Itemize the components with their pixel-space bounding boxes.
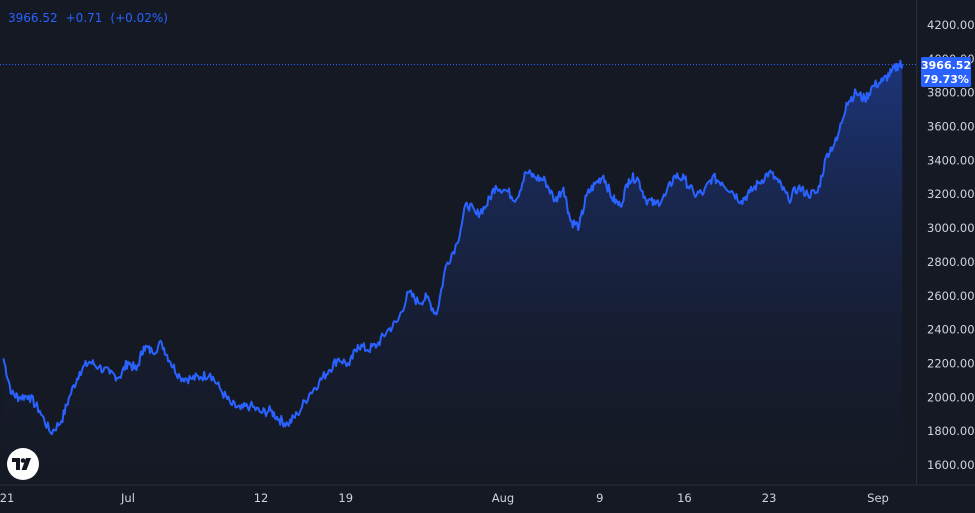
price-tag-value: 3966.52	[921, 59, 972, 72]
series-line-group	[2, 59, 904, 436]
x-tick-label: 16	[677, 491, 692, 505]
y-tick-label: 3400.00	[927, 153, 975, 167]
y-tick-label: 3800.00	[927, 86, 975, 100]
x-tick-label: 9	[596, 491, 603, 505]
y-tick-label: 3000.00	[927, 221, 975, 235]
y-tick-label: 3200.00	[927, 187, 975, 201]
x-tick-label: Aug	[492, 491, 514, 505]
legend-change-pct: (+0.02%)	[110, 11, 168, 25]
x-tick-label: 23	[762, 491, 777, 505]
price-tag-percent: 79.73%	[923, 72, 969, 86]
series-area-fill	[3, 60, 903, 486]
x-tick-label: Sep	[867, 491, 889, 505]
y-tick-label: 3600.00	[927, 120, 975, 134]
y-tick-label: 2000.00	[927, 390, 975, 404]
x-tick-label: 19	[338, 491, 353, 505]
last-price-tag: 3966.52 79.73%	[921, 57, 971, 87]
area-fill-group	[3, 60, 903, 486]
x-tick-label: 21	[0, 491, 14, 505]
price-legend: 3966.52 +0.71 (+0.02%)	[8, 11, 176, 25]
legend-price: 3966.52	[8, 11, 58, 25]
y-tick-label: 1600.00	[927, 458, 975, 472]
y-tick-label: 2600.00	[927, 289, 975, 303]
legend-change: +0.71	[65, 11, 103, 25]
y-tick-label: 1800.00	[927, 424, 975, 438]
y-tick-label: 2400.00	[927, 323, 975, 337]
x-axis-ticks[interactable]: 21 Jul 12 19 Aug 9 16 23 Sep	[0, 491, 889, 505]
y-tick-label: 4200.00	[927, 18, 975, 32]
tradingview-logo-icon[interactable]	[7, 448, 39, 480]
series-line[interactable]	[2, 59, 904, 436]
tv-logo-mark	[12, 458, 31, 470]
y-tick-label: 2800.00	[927, 255, 975, 269]
x-tick-label: Jul	[120, 491, 135, 505]
x-tick-label: 12	[254, 491, 269, 505]
y-tick-label: 2200.00	[927, 356, 975, 370]
